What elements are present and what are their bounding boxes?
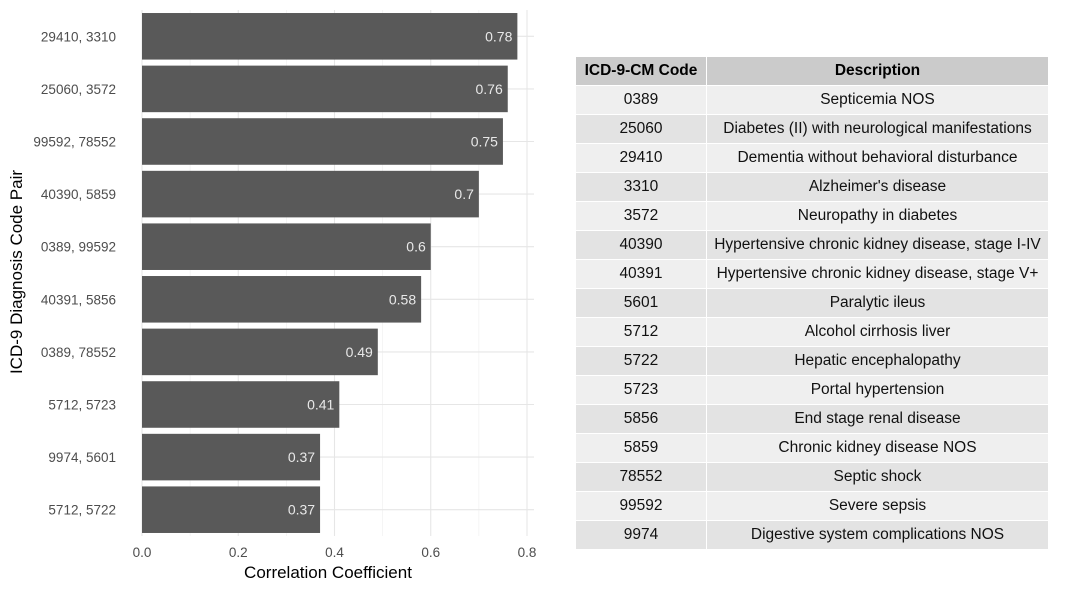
description-cell: Hepatic encephalopathy	[707, 346, 1048, 375]
table-row: 40390 Hypertensive chronic kidney disease…	[576, 230, 1048, 259]
code-cell: 40390	[576, 230, 707, 259]
bar-value-label: 0.78	[485, 28, 512, 44]
x-tick-label: 0.0	[133, 545, 152, 560]
table-row: 5723 Portal hypertension	[576, 375, 1048, 404]
header-code: ICD-9-CM Code	[576, 57, 707, 85]
code-cell: 99592	[576, 491, 707, 520]
y-axis-label: ICD-9 Diagnosis Code Pair	[7, 170, 26, 374]
y-tick-label: 5712, 5722	[48, 503, 116, 518]
code-cell: 5722	[576, 346, 707, 375]
bar-value-label: 0.58	[389, 291, 416, 307]
table-row: 29410 Dementia without behavioral disturb…	[576, 143, 1048, 172]
table-row: 25060 Diabetes (II) with neurological man…	[576, 114, 1048, 143]
y-tick-label: 40391, 5856	[41, 292, 116, 307]
description-cell: Septic shock	[707, 462, 1048, 491]
code-cell: 0389	[576, 85, 707, 114]
table-row: 99592 Severe sepsis	[576, 491, 1048, 520]
table-row: 0389 Septicemia NOS	[576, 85, 1048, 114]
header-description: Description	[707, 57, 1048, 85]
bar-value-label: 0.37	[288, 449, 315, 465]
description-cell: Septicemia NOS	[707, 85, 1048, 114]
code-cell: 5601	[576, 288, 707, 317]
description-cell: Digestive system complications NOS	[707, 520, 1048, 549]
y-tick-label: 0389, 99592	[41, 240, 116, 255]
icd9-code-table: ICD-9-CM Code Description 0389 Septicemia…	[576, 57, 1048, 549]
table-row: 5859 Chronic kidney disease NOS	[576, 433, 1048, 462]
y-tick-label: 99592, 78552	[33, 135, 116, 150]
description-cell: Severe sepsis	[707, 491, 1048, 520]
y-tick-label: 0389, 78552	[41, 345, 116, 360]
description-cell: Diabetes (II) with neurological manifest…	[707, 114, 1048, 143]
bar	[142, 118, 503, 165]
x-axis-label: Correlation Coefficient	[244, 563, 412, 582]
x-tick-label: 0.8	[518, 545, 537, 560]
y-tick-label: 29410, 3310	[41, 29, 116, 44]
description-cell: Chronic kidney disease NOS	[707, 433, 1048, 462]
correlation-bar-chart: 0.78 0.76 0.75 0.7 0.6 0.58 0.49 0.41 0.37 0.37 2…	[7, 10, 536, 582]
table-row: 40391 Hypertensive chronic kidney disease…	[576, 259, 1048, 288]
bar	[142, 328, 378, 376]
description-cell: Hypertensive chronic kidney disease, sta…	[707, 259, 1048, 288]
bar-value-label: 0.7	[454, 186, 474, 202]
bar	[142, 433, 321, 481]
bar	[142, 381, 340, 428]
code-cell: 9974	[576, 520, 707, 549]
description-cell: End stage renal disease	[707, 404, 1048, 433]
description-cell: Alcohol cirrhosis liver	[707, 317, 1048, 346]
x-tick-label: 0.6	[421, 545, 440, 560]
code-cell: 5712	[576, 317, 707, 346]
code-cell: 5856	[576, 404, 707, 433]
description-cell: Hypertensive chronic kidney disease, sta…	[707, 230, 1048, 259]
y-tick-label: 9974, 5601	[48, 450, 116, 465]
bar-value-label: 0.49	[346, 344, 373, 360]
bar-value-label: 0.37	[288, 502, 315, 518]
code-cell: 3310	[576, 172, 707, 201]
bar	[142, 65, 508, 113]
axis-ticks: 29410, 3310 25060, 3572 99592, 78552 40390,…	[33, 29, 536, 560]
table-row: 5712 Alcohol cirrhosis liver	[576, 317, 1048, 346]
table-row: 9974 Digestive system complications NOS	[576, 520, 1048, 549]
description-cell: Dementia without behavioral disturbance	[707, 143, 1048, 172]
code-cell: 5723	[576, 375, 707, 404]
bar	[142, 223, 431, 270]
y-tick-label: 5712, 5723	[48, 398, 116, 413]
code-cell: 29410	[576, 143, 707, 172]
table-header-row: ICD-9-CM Code Description	[576, 57, 1048, 85]
x-tick-label: 0.2	[229, 545, 248, 560]
code-cell: 5859	[576, 433, 707, 462]
description-cell: Neuropathy in diabetes	[707, 201, 1048, 230]
bar	[142, 486, 321, 533]
code-cell: 40391	[576, 259, 707, 288]
table-row: 3310 Alzheimer's disease	[576, 172, 1048, 201]
table-row: 5601 Paralytic ileus	[576, 288, 1048, 317]
description-cell: Paralytic ileus	[707, 288, 1048, 317]
bar	[142, 13, 518, 60]
table-row: 3572 Neuropathy in diabetes	[576, 201, 1048, 230]
bar-value-label: 0.6	[406, 239, 426, 255]
x-tick-label: 0.4	[325, 545, 344, 560]
bars: 0.78 0.76 0.75 0.7 0.6 0.58 0.49 0.41 0.37 0.37	[142, 13, 518, 533]
table-row: 5722 Hepatic encephalopathy	[576, 346, 1048, 375]
code-cell: 25060	[576, 114, 707, 143]
bar-value-label: 0.41	[307, 397, 334, 413]
code-cell: 78552	[576, 462, 707, 491]
description-cell: Portal hypertension	[707, 375, 1048, 404]
y-tick-label: 25060, 3572	[41, 82, 116, 97]
y-tick-label: 40390, 5859	[41, 187, 116, 202]
description-cell: Alzheimer's disease	[707, 172, 1048, 201]
bar	[142, 170, 479, 218]
bar	[142, 276, 422, 323]
table-row: 5856 End stage renal disease	[576, 404, 1048, 433]
bar-value-label: 0.75	[471, 134, 498, 150]
table-row: 78552 Septic shock	[576, 462, 1048, 491]
bar-value-label: 0.76	[476, 81, 503, 97]
code-cell: 3572	[576, 201, 707, 230]
